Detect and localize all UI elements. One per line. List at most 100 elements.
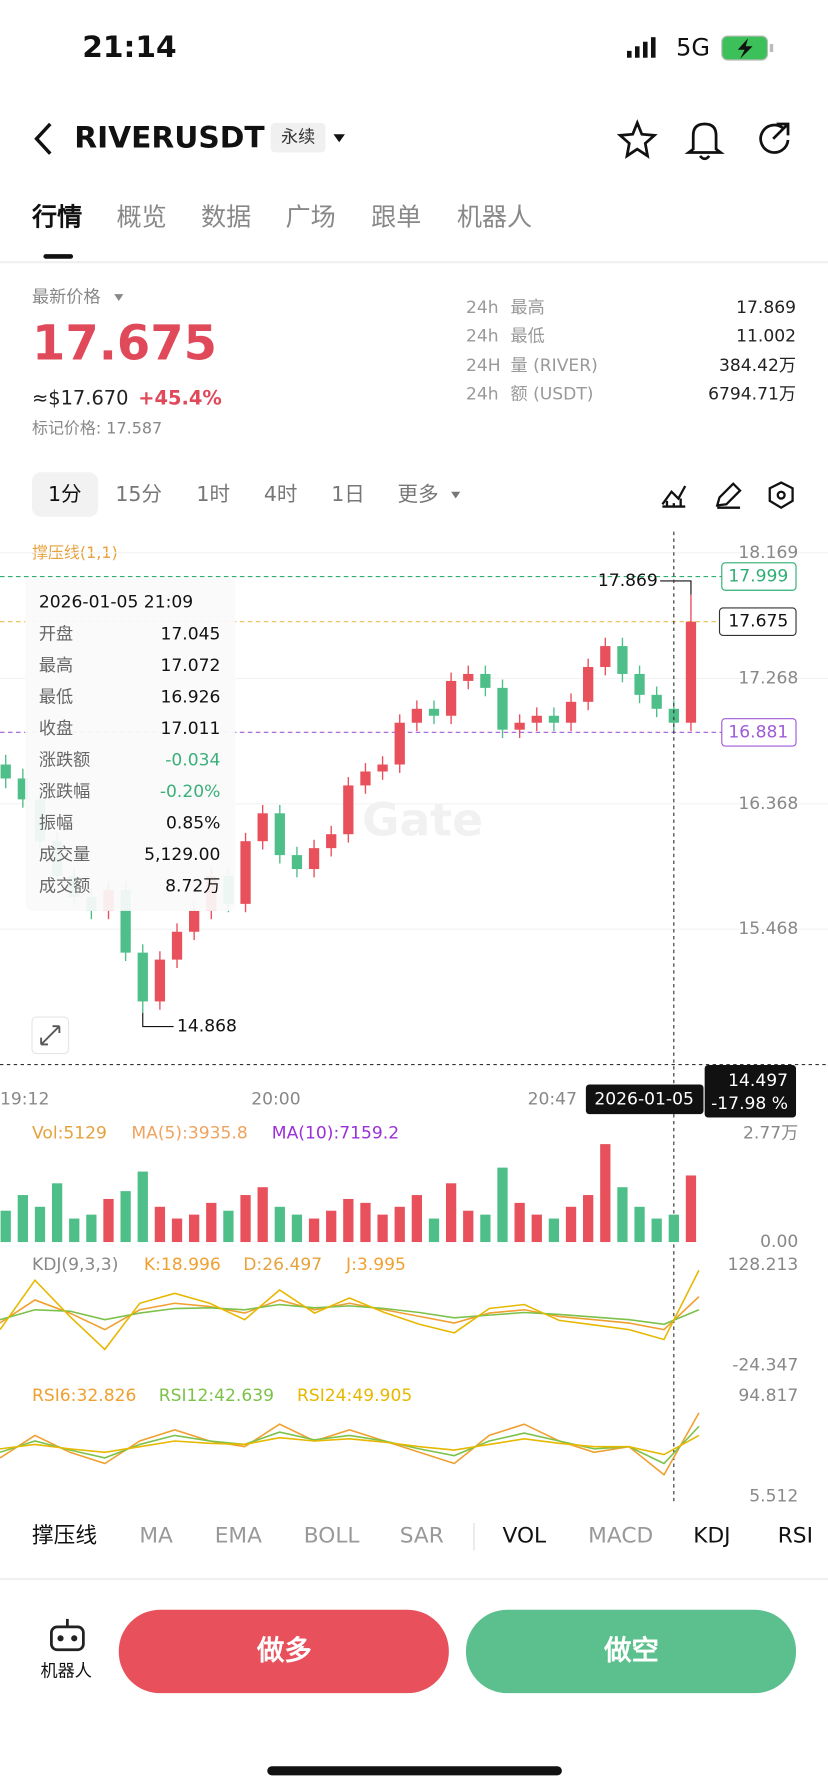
stat-period: 24h	[466, 298, 499, 318]
stat-value: 17.869	[736, 298, 796, 318]
long-button[interactable]	[118, 1609, 449, 1694]
stat-period: 24H	[466, 356, 501, 376]
volume-legend: MA(10):7159.2	[272, 1124, 399, 1144]
tooltip-value: -0.034	[165, 751, 220, 771]
candle-body	[154, 959, 166, 1002]
indicator-tool[interactable]	[661, 485, 687, 508]
volume-bar	[565, 1206, 577, 1243]
last-price: 17.675	[32, 316, 217, 372]
stat-period: 24h	[466, 385, 499, 405]
candle-body	[668, 708, 679, 723]
indicator-tab[interactable]: 撑压线	[32, 1524, 97, 1549]
low-label: 14.868	[177, 1017, 237, 1037]
candle-body	[548, 715, 560, 723]
interval[interactable]: 1分	[48, 482, 82, 506]
volume-bar	[463, 1210, 474, 1243]
candle-body	[411, 708, 422, 723]
contract-tag	[270, 122, 326, 153]
volume-bar	[394, 1206, 405, 1243]
interval[interactable]: 1时	[196, 482, 230, 506]
volume-bar	[514, 1202, 525, 1243]
volume-tick-label: 0.00	[760, 1232, 798, 1252]
kdj-line	[0, 1303, 700, 1326]
short-button[interactable]	[465, 1609, 797, 1694]
candle-body	[497, 687, 508, 730]
candle-body	[17, 778, 28, 800]
indicator-tab[interactable]: BOLL	[304, 1524, 360, 1549]
tab[interactable]: 行情	[31, 203, 82, 232]
kdj-tick-label: 128.213	[727, 1255, 798, 1275]
usd-price: ≈$17.670	[32, 387, 129, 410]
robot-icon[interactable]	[50, 1618, 85, 1652]
back-button[interactable]	[34, 122, 52, 155]
volume-bar	[497, 1167, 508, 1243]
tooltip-label: 收盘	[39, 719, 73, 739]
contract-type: 永续	[281, 128, 315, 148]
candle-body	[308, 848, 320, 870]
alert-button[interactable]	[684, 122, 725, 161]
indicator-tab[interactable]: EMA	[215, 1524, 262, 1549]
volume-bar	[34, 1206, 46, 1243]
draw-tool[interactable]	[715, 482, 742, 509]
indicator-tab[interactable]: MACD	[588, 1524, 653, 1549]
candle-body	[480, 673, 491, 688]
tab[interactable]: 广场	[286, 203, 336, 232]
tab[interactable]: 概览	[116, 203, 166, 232]
candle-body	[360, 771, 371, 786]
interval[interactable]: 1日	[331, 482, 365, 506]
volume-bar	[360, 1202, 371, 1243]
volume-bar	[154, 1206, 166, 1243]
volume-bar	[651, 1218, 662, 1243]
kdj-legend: K:18.996	[144, 1255, 221, 1275]
volume-tick-label: 2.77万	[743, 1124, 798, 1144]
interval[interactable]: 4时	[264, 482, 298, 506]
interval[interactable]: 更多	[397, 482, 438, 506]
tooltip-label: 振幅	[39, 814, 73, 834]
symbol-dropdown[interactable]	[333, 134, 345, 143]
volume-bar	[428, 1218, 440, 1243]
kdj-legend: J:3.995	[345, 1255, 406, 1275]
volume-bar	[291, 1214, 303, 1243]
indicator-tab[interactable]: MA	[139, 1524, 173, 1549]
battery-icon	[721, 35, 774, 61]
tooltip-label: 涨跌额	[39, 751, 90, 771]
tab-indicator	[43, 254, 74, 259]
expand-icon	[40, 1025, 61, 1046]
tab[interactable]: 数据	[201, 203, 251, 232]
tab[interactable]: 跟单	[371, 203, 421, 232]
short-label: 做空	[603, 1635, 659, 1667]
tab[interactable]: 机器人	[457, 203, 532, 232]
volume-bar	[51, 1183, 63, 1243]
tooltip-time: 2026-01-05 21:09	[39, 592, 193, 612]
high-marker	[660, 580, 692, 595]
crosshair-date: 2026-01-05	[594, 1089, 694, 1109]
volume-bar	[171, 1218, 183, 1243]
price-label: 最新价格	[32, 288, 101, 308]
settings-tool[interactable]	[768, 481, 794, 510]
candle-body	[634, 673, 645, 695]
volume-bar	[326, 1210, 337, 1243]
y-tick-label: 18.169	[738, 543, 798, 563]
share-button[interactable]	[759, 122, 790, 154]
indicator-tab[interactable]: VOL	[503, 1524, 547, 1549]
x-tick-label: 20:00	[251, 1089, 300, 1109]
volume-bar	[377, 1214, 388, 1243]
candle-body	[343, 785, 354, 835]
stat-value: 6794.71万	[708, 385, 796, 405]
candle-body	[137, 952, 148, 1002]
favorite-button[interactable]	[616, 119, 658, 159]
price-tag	[721, 562, 797, 591]
indicator-tab[interactable]: SAR	[400, 1524, 444, 1549]
watermark: Gate	[362, 793, 483, 846]
stat-label: 量 (RIVER)	[511, 356, 598, 376]
status-time: 21:14	[82, 30, 177, 65]
price-tag-label: 17.999	[728, 567, 788, 587]
interval[interactable]: 15分	[115, 482, 162, 506]
candle-body	[600, 646, 611, 667]
volume-bar	[548, 1218, 560, 1243]
indicator-tab[interactable]: KDJ	[693, 1524, 730, 1549]
indicator-tab[interactable]: RSI	[778, 1524, 813, 1549]
rsi-line	[0, 1434, 700, 1456]
tooltip-value: 5,129.00	[144, 845, 220, 865]
